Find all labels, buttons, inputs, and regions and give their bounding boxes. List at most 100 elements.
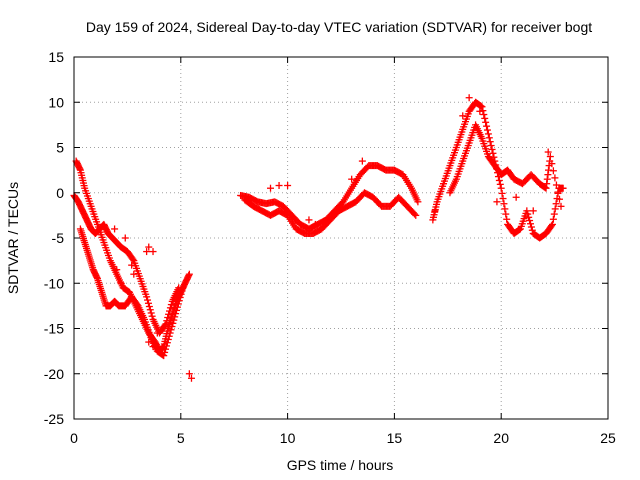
data-point	[161, 348, 169, 356]
data-point	[459, 112, 467, 120]
data-point	[481, 114, 489, 122]
data-point	[497, 184, 505, 192]
data-point	[551, 205, 559, 213]
data-point	[162, 320, 170, 328]
data-point	[145, 243, 153, 251]
data-point	[161, 321, 169, 329]
data-point	[174, 300, 182, 308]
x-tick-label: 0	[70, 430, 78, 446]
data-point	[548, 220, 556, 228]
data-point	[311, 220, 319, 228]
data-point	[483, 126, 491, 134]
y-tick-label: 0	[56, 185, 64, 201]
y-tick-label: -5	[52, 230, 65, 246]
data-point	[483, 122, 491, 130]
data-point	[482, 118, 490, 126]
data-point	[145, 338, 153, 346]
data-point	[185, 270, 193, 278]
data-point	[178, 287, 186, 295]
data-point	[166, 329, 174, 337]
data-point	[171, 313, 179, 321]
x-tick-label: 25	[600, 430, 616, 446]
data-point	[147, 309, 155, 317]
x-tick-label: 5	[177, 430, 185, 446]
x-tick-labels: 0 5 10 15 20 25	[70, 430, 616, 446]
data-point	[187, 374, 195, 382]
data-point	[529, 207, 537, 215]
y-tick-label: 5	[56, 140, 64, 156]
data-point	[488, 145, 496, 153]
data-point	[476, 107, 484, 115]
data-point	[148, 312, 156, 320]
x-tick-label: 20	[493, 430, 509, 446]
y-tick-label: -10	[44, 275, 64, 291]
y-tick-label: 10	[48, 94, 64, 110]
data-point	[526, 220, 534, 228]
y-axis-title: SDTVAR / TECUs	[5, 182, 21, 294]
data-point	[275, 182, 283, 190]
data-point	[172, 310, 180, 318]
data-point	[179, 284, 187, 292]
data-point	[165, 332, 173, 340]
data-point	[160, 352, 168, 360]
data-point	[549, 167, 557, 175]
data-point	[305, 216, 313, 224]
data-point	[503, 215, 511, 223]
data-point	[496, 180, 504, 188]
data-point	[170, 316, 178, 324]
data-point	[527, 223, 535, 231]
y-tick-label: -15	[44, 321, 64, 337]
data-point	[493, 198, 501, 206]
data-point	[526, 217, 534, 225]
data-point	[149, 343, 157, 351]
data-point	[348, 175, 356, 183]
data-point	[144, 299, 152, 307]
data-point	[284, 182, 292, 190]
data-point	[153, 329, 161, 337]
x-axis-title: GPS time / hours	[287, 457, 394, 473]
data-point	[117, 279, 125, 287]
data-point	[164, 335, 172, 343]
data-point	[465, 94, 473, 102]
data-point	[175, 297, 183, 305]
data-point	[128, 261, 136, 269]
data-point	[163, 317, 171, 325]
data-point	[143, 248, 151, 256]
data-point	[358, 157, 366, 165]
data-point	[162, 342, 170, 350]
data-point	[500, 200, 508, 208]
data-point	[512, 193, 520, 201]
data-point	[144, 296, 152, 304]
data-point	[546, 153, 554, 161]
data-point	[555, 195, 563, 203]
data-point	[121, 234, 129, 242]
data-point	[557, 202, 565, 210]
data-point	[143, 293, 151, 301]
y-tick-label: -25	[44, 411, 64, 427]
data-point	[485, 134, 493, 142]
data-point	[549, 215, 557, 223]
x-tick-label: 15	[387, 430, 403, 446]
data-point	[498, 189, 506, 197]
data-point	[499, 195, 507, 203]
data-point	[484, 130, 492, 138]
data-point	[551, 174, 559, 182]
data-point	[554, 188, 562, 196]
data-point	[166, 307, 174, 315]
data-point	[177, 290, 185, 298]
data-point	[550, 210, 558, 218]
data-point	[173, 303, 181, 311]
data-point	[165, 310, 173, 318]
data-point	[373, 198, 381, 206]
data-point	[552, 181, 560, 189]
data-point	[129, 255, 137, 263]
y-tick-labels: 15 10 5 0 -5 -10 -15 -20 -25	[44, 49, 64, 427]
data-point	[559, 184, 567, 192]
data-point	[169, 319, 177, 327]
data-point	[525, 213, 533, 221]
data-point	[495, 176, 503, 184]
data-point	[164, 314, 172, 322]
data-point	[523, 207, 531, 215]
